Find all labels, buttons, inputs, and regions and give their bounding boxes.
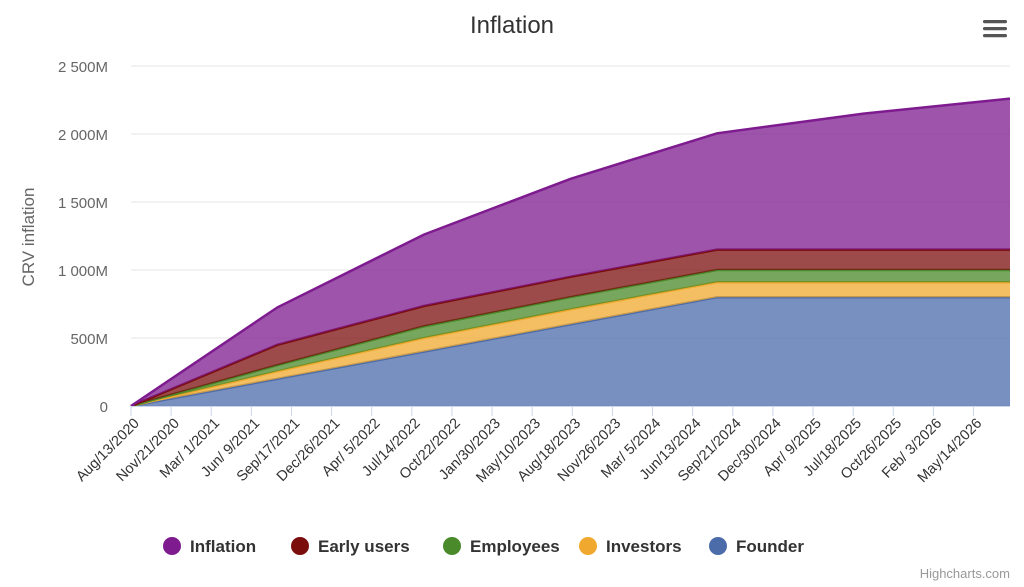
legend: Inflation Early users Employees Investors Fo… [163, 537, 804, 556]
y-tick-label: 2 000M [58, 127, 108, 144]
y-tick-label: 2 500M [58, 59, 108, 76]
hamburger-menu-icon [983, 20, 1007, 38]
y-tick-label: 500M [70, 331, 108, 348]
chart-title: Inflation [470, 12, 554, 39]
legend-marker [291, 537, 309, 555]
legend-item-inflation[interactable]: Inflation [163, 537, 256, 556]
legend-item-investors[interactable]: Investors [579, 537, 682, 556]
legend-item-founder[interactable]: Founder [709, 537, 804, 556]
legend-marker [709, 537, 727, 555]
area-inflation [131, 98, 1010, 406]
legend-marker [443, 537, 461, 555]
y-axis-title: CRV inflation [19, 188, 38, 287]
legend-label: Investors [606, 537, 682, 556]
legend-label: Employees [470, 537, 560, 556]
legend-label: Founder [736, 537, 804, 556]
y-tick-label: 1 000M [58, 263, 108, 280]
area-investors [131, 282, 1010, 406]
legend-marker [163, 537, 181, 555]
y-tick-label: 1 500M [58, 195, 108, 212]
legend-item-early-users[interactable]: Early users [291, 537, 410, 556]
credits-link[interactable]: Highcharts.com [920, 566, 1010, 581]
legend-item-employees[interactable]: Employees [443, 537, 560, 556]
y-axis: 0 500M 1 000M 1 500M 2 000M 2 500M [58, 59, 108, 416]
plot-area [130, 97, 1011, 408]
legend-label: Early users [318, 537, 410, 556]
line-inflation [130, 97, 1011, 408]
legend-marker [579, 537, 597, 555]
y-tick-label: 0 [100, 399, 108, 416]
menu-button[interactable] [978, 10, 1012, 44]
area-early-users [131, 249, 1010, 406]
area-founder [131, 297, 1010, 406]
legend-label: Inflation [190, 537, 256, 556]
